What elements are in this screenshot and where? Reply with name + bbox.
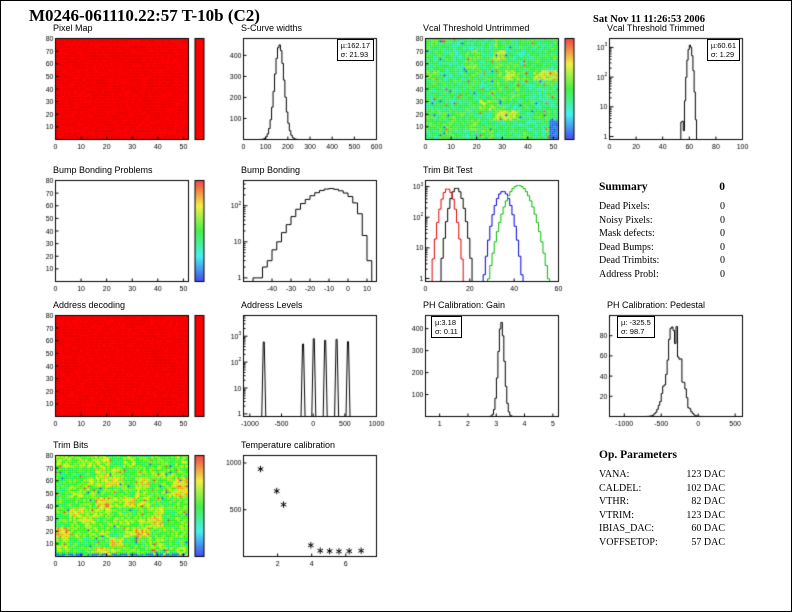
summary-heading: Summary 0 [599,181,725,193]
param-row: VTRIM: 123 DAC [599,509,725,523]
address-decoding-plot [31,312,226,438]
plot-title-vcal-untrimmed: Vcal Threshold Untrimmed [423,23,530,33]
stat-mu: µ: -325.5 [621,318,651,327]
param-value: 102 DAC [686,482,725,494]
param-value: 0 [720,201,725,212]
panel-pixel-map: Pixel Map [31,23,226,163]
panel-trim-bit-test: Trim Bit Test [401,165,596,305]
param-label: Noisy Pixels: [599,214,653,226]
op-parameters-heading: Op. Parameters [599,449,725,461]
vcal-threshold-trimmed-plot [585,35,780,161]
param-label: VTRIM: [599,509,634,521]
param-label: IBIAS_DAC: [599,523,655,534]
summary-heading-label: Summary [599,181,648,193]
panel-address-decoding: Address decoding [31,300,226,440]
plot-title-pixel-map: Pixel Map [53,23,93,33]
stat-sigma: σ: 98.7 [621,327,645,336]
panel-ph-calibration-gain: PH Calibration: Gain µ:3.18 σ: 0.11 [401,300,596,440]
stat-sigma: σ: 1.29 [710,50,735,59]
param-value: 123 DAC [686,509,725,521]
trim-bit-test-plot [401,177,596,303]
param-label: VTHR: [599,496,629,507]
plot-title-vcal-trimmed: Vcal Threshold Trimmed [607,23,705,33]
param-label: CALDEL: [599,482,642,494]
param-value: 57 DAC [691,536,725,548]
pixel-map-plot [31,35,226,161]
plot-title-s-curve-widths: S-Curve widths [241,23,303,33]
panel-ph-calibration-pedestal: PH Calibration: Pedestal µ: -325.5 σ: 98… [585,300,780,440]
address-levels-plot [219,312,414,438]
param-label: Mask defects: [599,228,655,239]
summary-panel: Summary 0 Dead Pixels: 0 Noisy Pixels: 0 Mas… [599,181,725,281]
stat-sigma: σ: 0.11 [435,327,458,336]
s-curve-widths-plot [219,35,414,161]
stat-mu: µ:162.17 [340,41,370,50]
summary-heading-value: 0 [719,181,725,193]
panel-vcal-threshold-untrimmed: Vcal Threshold Untrimmed [401,23,596,163]
plot-title-trim-bit-test: Trim Bit Test [423,165,473,175]
param-row: IBIAS_DAC: 60 DAC [599,522,725,536]
ph-calibration-pedestal-plot [585,312,780,438]
op-parameters-heading-label: Op. Parameters [599,449,677,461]
param-row: VOFFSETOP: 57 DAC [599,536,725,550]
panel-vcal-threshold-trimmed: Vcal Threshold Trimmed µ:60.61 σ: 1.29 [585,23,780,163]
param-value: 82 DAC [691,496,725,507]
param-row: Dead Bumps: 0 [599,241,725,255]
summary-rows: Dead Pixels: 0 Noisy Pixels: 0 Mask defects:… [599,200,725,281]
vcal-threshold-untrimmed-plot [401,35,596,161]
plot-title-temperature-calibration: Temperature calibration [241,440,336,450]
plot-title-ph-gain: PH Calibration: Gain [423,300,506,310]
panel-bump-bonding-problems: Bump Bonding Problems [31,165,226,305]
page-title: M0246-061110.22:57 T-10b (C2) [29,6,260,25]
param-label: VOFFSETOP: [599,536,658,548]
param-value: 0 [720,228,725,239]
param-row: Noisy Pixels: 0 [599,214,725,228]
plot-title-bump-bonding: Bump Bonding [241,165,301,175]
panel-bump-bonding: Bump Bonding [219,165,414,305]
param-label: Dead Pixels: [599,201,650,212]
param-row: Dead Trimbits: 0 [599,254,725,268]
param-label: Dead Bumps: [599,241,654,253]
stats-box-s-curve: µ:162.17 σ: 21.93 [336,39,374,61]
stat-sigma: σ: 21.93 [340,50,369,59]
stat-mu: µ:3.18 [435,318,457,327]
param-label: VANA: [599,469,630,480]
panel-trim-bits: Trim Bits [31,440,226,580]
temperature-calibration-plot [219,452,414,578]
timestamp: Sat Nov 11 11:26:53 2006 [593,14,706,25]
param-value: 0 [720,214,725,226]
stats-box-vcal-trimmed: µ:60.61 σ: 1.29 [706,39,740,61]
param-row: CALDEL: 102 DAC [599,482,725,496]
stats-box-ph-pedestal: µ: -325.5 σ: 98.7 [617,316,655,338]
plot-title-ph-pedestal: PH Calibration: Pedestal [607,300,706,310]
param-row: Address Probl: 0 [599,268,725,282]
param-value: 123 DAC [686,469,725,480]
op-parameters-rows: VANA: 123 DAC CALDEL: 102 DAC VTHR: 82 DAC VTR… [599,468,725,549]
stat-mu: µ:60.61 [710,41,736,50]
plot-title-address-decoding: Address decoding [53,300,126,310]
param-row: Mask defects: 0 [599,227,725,241]
param-row: Dead Pixels: 0 [599,200,725,214]
param-row: VANA: 123 DAC [599,468,725,482]
param-value: 0 [720,241,725,253]
plot-title-bump-bonding-problems: Bump Bonding Problems [53,165,153,175]
param-label: Address Probl: [599,268,659,280]
param-label: Dead Trimbits: [599,255,660,266]
op-parameters-panel: Op. Parameters VANA: 123 DAC CALDEL: 102 DA… [599,449,725,549]
param-row: VTHR: 82 DAC [599,495,725,509]
bump-bonding-problems-plot [31,177,226,303]
param-value: 0 [720,255,725,266]
panel-address-levels: Address Levels [219,300,414,440]
trim-bits-plot [31,452,226,578]
panel-s-curve-widths: S-Curve widths µ:162.17 σ: 21.93 [219,23,414,163]
param-value: 60 DAC [691,523,725,534]
stats-box-ph-gain: µ:3.18 σ: 0.11 [431,316,462,338]
bump-bonding-plot [219,177,414,303]
param-value: 0 [720,268,725,280]
plot-title-address-levels: Address Levels [241,300,303,310]
panel-temperature-calibration: Temperature calibration [219,440,414,580]
plot-title-trim-bits: Trim Bits [53,440,89,450]
